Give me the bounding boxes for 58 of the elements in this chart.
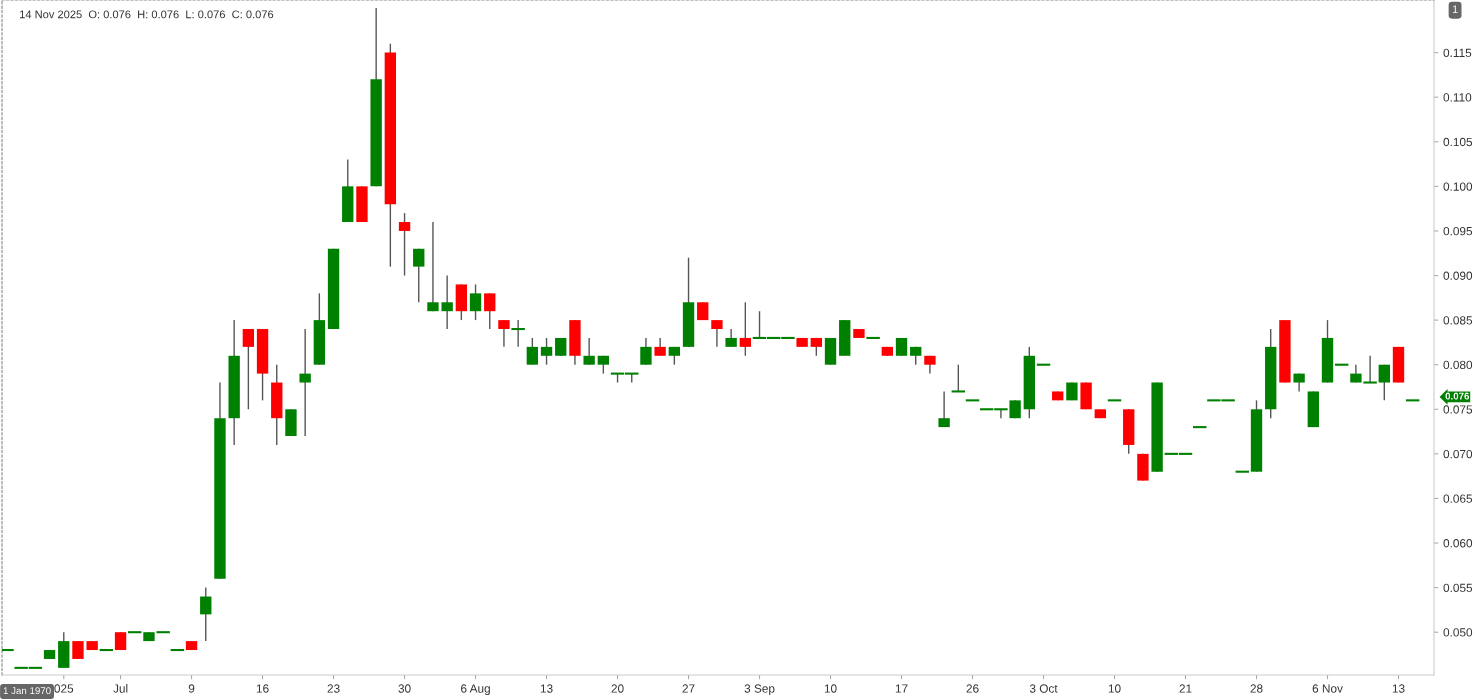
x-tick-label: 6 Aug [461,684,490,696]
y-tick-label: 0.070 [1443,449,1473,459]
y-tick-label: 0.095 [1443,226,1473,236]
x-tick-label: 6 Nov [1312,684,1343,693]
x-tick-label: 20 [611,684,624,693]
x-tick-label: 21 [1179,684,1192,693]
candlestick [511,319,525,348]
x-tick-label: 13 [1392,684,1405,693]
x-tick-label: 30 [398,684,411,693]
candlestick [469,283,482,321]
x-tick-label: 17 [895,684,908,693]
candlestick [951,364,966,393]
candlestick [640,337,652,366]
y-tick-label: 0.115 [1443,48,1472,57]
x-tick-label: 16 [256,684,269,693]
candlestick [583,337,595,366]
y-tick-label: 0.105 [1443,137,1473,147]
x-tick-label: 10 [1108,684,1121,693]
candlestick [938,390,950,428]
x-tick-label: 3 Sep [744,684,775,696]
x-tick-label: Jul [113,684,128,693]
candlestick [484,292,496,330]
x-tick-label: 23 [327,684,340,693]
x-tick-label: 9 [188,684,195,693]
text: 0.076 [1445,392,1470,400]
candlestick [413,248,425,303]
x-tick-label: 28 [1250,684,1263,693]
y-tick-label: 0.085 [1443,316,1473,325]
text: 1 [1452,5,1458,14]
y-tick-label: 0.110 [1443,93,1472,102]
y-tick-label: 0.090 [1443,271,1473,280]
x-tick-label: 27 [682,684,695,693]
candlestick [498,319,510,348]
text: 1 Jan 1970 [3,687,51,695]
candlestick [441,274,453,330]
candlestick [540,337,553,366]
candlestick [526,337,539,366]
y-tick-label: 0.065 [1443,494,1473,503]
y-tick-label: 0.055 [1443,583,1473,593]
x-tick-label: 13 [540,684,553,693]
candlestick [242,328,255,410]
candlestick [299,328,311,437]
y-tick-label: 0.060 [1443,539,1473,548]
candlestick [200,586,212,642]
candlestick [739,301,752,357]
text: 14 Nov 2025 O: 0.076 H: 0.076 L: 0.076 C: 0.076 [20,10,274,19]
candlestick [427,221,439,312]
candlestick [398,212,411,277]
y-tick-label: 0.050 [1443,628,1473,637]
y-tick-label: 0.075 [1443,405,1473,414]
y-tick-label: 0.080 [1443,360,1473,370]
x-tick-label: 10 [824,684,837,693]
y-tick-label: 0.100 [1443,182,1473,191]
x-tick-label: 3 Oct [1029,684,1058,693]
candlestick [711,319,723,348]
candlestick [1378,364,1390,402]
x-tick-label: 26 [966,684,979,693]
x-tick-label: 025 [54,684,74,693]
